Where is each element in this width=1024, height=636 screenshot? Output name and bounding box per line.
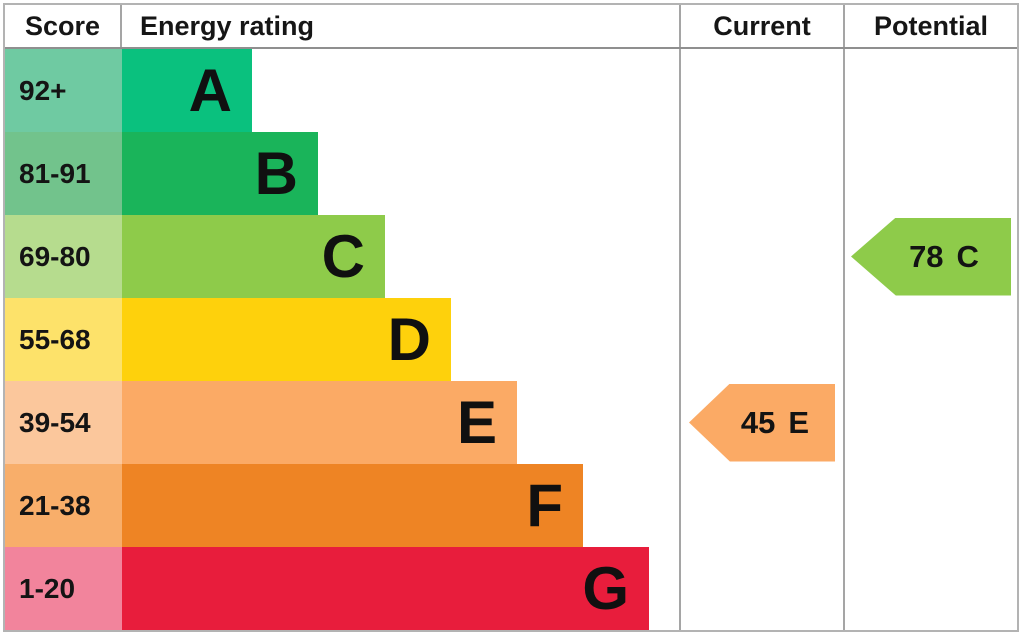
header-potential: Potential <box>843 5 1017 47</box>
table-header: Score Energy rating Current Potential <box>5 5 1017 49</box>
band-row-f: 21-38 F <box>5 464 1017 547</box>
score-range-c: 69-80 <box>5 215 122 298</box>
band-row-g: 1-20 G <box>5 547 1017 630</box>
band-bar-d: D <box>122 298 451 381</box>
band-row-d: 55-68 D <box>5 298 1017 381</box>
band-bar-a: A <box>122 49 252 132</box>
current-letter: E <box>788 404 810 440</box>
potential-cell-e <box>843 381 1017 464</box>
rating-cell-g: G <box>122 547 679 630</box>
current-cell-b <box>679 132 843 215</box>
current-cell-e: 45 E <box>679 381 843 464</box>
band-bar-b: B <box>122 132 318 215</box>
current-cell-f <box>679 464 843 547</box>
score-range-g: 1-20 <box>5 547 122 630</box>
current-cell-d <box>679 298 843 381</box>
header-energy-rating: Energy rating <box>140 10 315 41</box>
potential-cell-a <box>843 49 1017 132</box>
current-cell-g <box>679 547 843 630</box>
band-bar-f: F <box>122 464 583 547</box>
potential-cell-f <box>843 464 1017 547</box>
current-score: 45 <box>740 404 776 440</box>
rating-cell-a: A <box>122 49 679 132</box>
current-cell-a <box>679 49 843 132</box>
rating-cell-c: C <box>122 215 679 298</box>
header-current: Current <box>679 5 843 47</box>
score-range-e: 39-54 <box>5 381 122 464</box>
rating-cell-b: B <box>122 132 679 215</box>
rating-cell-e: E <box>122 381 679 464</box>
band-bar-g: G <box>122 547 649 630</box>
band-row-b: 81-91 B <box>5 132 1017 215</box>
band-bar-c: C <box>122 215 385 298</box>
epc-energy-rating-chart: Score Energy rating Current Potential 92… <box>3 3 1019 632</box>
current-cell-c <box>679 215 843 298</box>
score-range-b: 81-91 <box>5 132 122 215</box>
header-score: Score <box>5 5 122 47</box>
score-range-a: 92+ <box>5 49 122 132</box>
potential-letter: C <box>956 238 979 274</box>
potential-cell-g <box>843 547 1017 630</box>
potential-cell-b <box>843 132 1017 215</box>
potential-cell-c: 78 C <box>843 215 1017 298</box>
rating-cell-f: F <box>122 464 679 547</box>
band-row-c: 69-80 C 78 C <box>5 215 1017 298</box>
potential-score: 78 <box>909 238 944 274</box>
band-row-a: 92+ A <box>5 49 1017 132</box>
current-arrow: 45 E <box>689 383 835 462</box>
potential-cell-d <box>843 298 1017 381</box>
band-row-e: 39-54 E 45 E <box>5 381 1017 464</box>
rating-cell-d: D <box>122 298 679 381</box>
band-bar-e: E <box>122 381 517 464</box>
score-range-f: 21-38 <box>5 464 122 547</box>
potential-arrow: 78 C <box>851 217 1011 296</box>
score-range-d: 55-68 <box>5 298 122 381</box>
